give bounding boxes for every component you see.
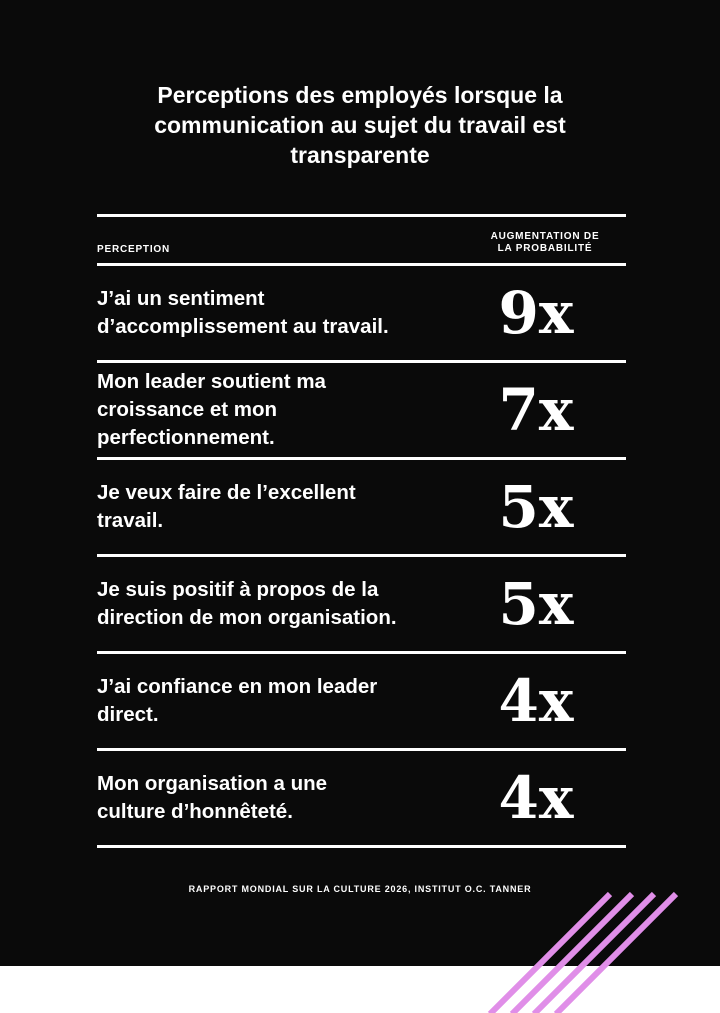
perception-text: J’ai un sentiment d’accomplissement au t…: [97, 287, 389, 338]
row-divider: [97, 554, 626, 557]
perception-text: J’ai confiance en mon leader direct.: [97, 675, 378, 726]
header-perception: PERCEPTION: [97, 244, 171, 255]
table-row: Mon leader soutient ma croissance et mon…: [97, 363, 626, 457]
row-divider: [97, 360, 626, 363]
stripe-line: [487, 891, 613, 1013]
stripe-line: [553, 891, 679, 1013]
decorative-stripes: [487, 891, 679, 1013]
header-rule: [97, 263, 626, 266]
table-row: J’ai un sentiment d’accomplissement au t…: [97, 266, 626, 360]
table-row: J’ai confiance en mon leader direct. 4x: [97, 654, 626, 748]
perception-text: Mon organisation a une culture d’honnête…: [97, 772, 328, 823]
multiplier-value: 5x: [498, 473, 574, 541]
page-title: Perceptions des employés lorsque la comm…: [154, 82, 566, 168]
perception-text: Je suis positif à propos de la direction…: [97, 578, 397, 629]
row-divider: [97, 748, 626, 751]
stripe-line: [509, 891, 635, 1013]
table-row: Mon organisation a une culture d’honnête…: [97, 751, 626, 845]
multiplier-value: 7x: [498, 376, 574, 444]
table-header: PERCEPTION AUGMENTATION DE LA PROBABILIT…: [97, 217, 626, 263]
table-row: Je suis positif à propos de la direction…: [97, 557, 626, 651]
table-bottom-rule: [97, 845, 626, 848]
perception-text: Je veux faire de l’excellent travail.: [97, 481, 356, 532]
perception-table: PERCEPTION AUGMENTATION DE LA PROBABILIT…: [97, 214, 626, 848]
perception-text: Mon leader soutient ma croissance et mon…: [97, 370, 326, 449]
table-row: Je veux faire de l’excellent travail. 5x: [97, 460, 626, 554]
row-divider: [97, 651, 626, 654]
multiplier-value: 4x: [498, 764, 574, 832]
row-divider: [97, 457, 626, 460]
infographic-card: Perceptions des employés lorsque la comm…: [0, 0, 720, 966]
source-credit: RAPPORT MONDIAL SUR LA CULTURE 2026, INS…: [188, 884, 532, 894]
multiplier-value: 9x: [498, 279, 574, 347]
stripe-line: [531, 891, 657, 1013]
table-top-rule: [97, 214, 626, 217]
header-increase-line2: LA PROBABILITÉ: [497, 243, 593, 254]
header-increase: AUGMENTATION DE LA PROBABILITÉ: [470, 231, 620, 255]
multiplier-value: 5x: [498, 570, 574, 638]
multiplier-value: 4x: [498, 667, 574, 735]
header-increase-line1: AUGMENTATION DE: [490, 231, 600, 242]
